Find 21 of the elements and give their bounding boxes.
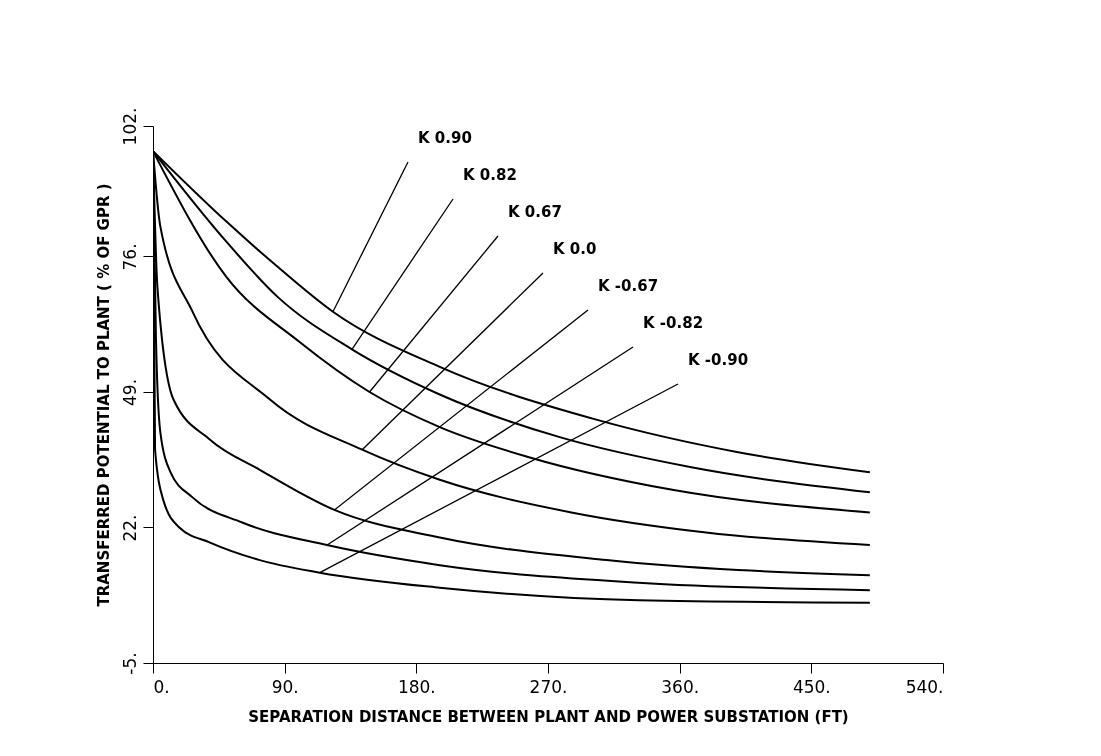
y-tick-label: 49.: [119, 378, 140, 407]
y-tick-label: 22.: [119, 514, 140, 542]
annotation: K 0.82: [463, 166, 517, 184]
x-tick-label: 540.: [905, 676, 944, 697]
x-tick-label: 450.: [792, 676, 831, 697]
y-tick-label: 76.: [119, 243, 140, 271]
x-tick-label: 360.: [661, 676, 700, 697]
y-tick-label: -5.: [119, 652, 140, 675]
x-tick-label: 180.: [397, 676, 436, 697]
y-tick-label: 102.: [119, 107, 140, 146]
y-axis-title: TRANSFERRED POTENTIAL TO PLANT ( % OF GPR ): [94, 183, 113, 607]
annotation: K -0.82: [643, 314, 704, 332]
annotation: K 0.67: [508, 203, 562, 221]
annotation: K -0.90: [688, 351, 749, 369]
annotation: K -0.67: [598, 277, 659, 295]
annotation: K 0.0: [553, 240, 597, 258]
x-tick-label: 90.: [271, 676, 299, 697]
x-axis-title: SEPARATION DISTANCE BETWEEN PLANT AND POWER SUBSTATION (FT): [248, 707, 849, 726]
x-tick-label: 270.: [529, 676, 568, 697]
annotation: K 0.90: [418, 129, 472, 147]
x-tick-label: 0.: [153, 676, 170, 697]
